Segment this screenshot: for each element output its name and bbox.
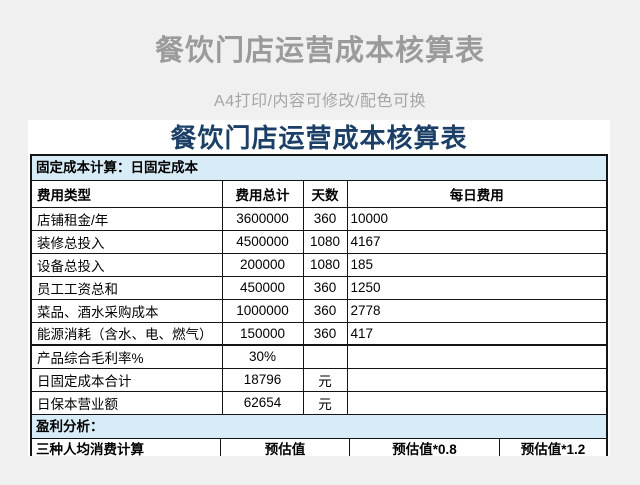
- table-cell: 360: [302, 321, 348, 346]
- table-cell: 1250: [346, 275, 606, 300]
- fixed-cost-grid: 费用类型 费用总计 天数 每日费用 店铺租金/年 3600000 360 10000 装…: [32, 181, 606, 415]
- table-cell: 产品综合毛利率%: [32, 344, 223, 369]
- table-row: 装修总投入 4500000 1080 4167: [32, 229, 606, 254]
- table-cell: [302, 344, 348, 369]
- table-cell: 3600000: [221, 206, 304, 231]
- sheet-panel: 餐饮门店运营成本核算表 固定成本计算：日固定成本 费用类型 费用总计 天数 每日…: [28, 120, 610, 456]
- column-header-total-cost: 费用总计: [221, 181, 304, 208]
- table-cell: 30%: [221, 344, 304, 369]
- table-cell: 10000: [346, 206, 606, 231]
- table-cell: 日保本营业额: [32, 390, 223, 415]
- table-cell: 1000000: [221, 298, 304, 323]
- table-cell: 450000: [221, 275, 304, 300]
- hero-header: 餐饮门店运营成本核算表 A4打印/内容可修改/配色可换: [0, 0, 640, 111]
- section-band-fixed-cost: 固定成本计算：日固定成本: [32, 156, 606, 181]
- section-band-profit: 盈利分析：: [32, 414, 606, 439]
- column-header-daily-cost: 每日费用: [346, 181, 606, 208]
- bottom-header-estimate-high: 预估值*1.2: [520, 441, 586, 457]
- table-cell: 元: [302, 367, 348, 392]
- table-cell: [346, 367, 606, 392]
- table-cell: 员工工资总和: [32, 275, 223, 300]
- column-header-expense-type: 费用类型: [32, 181, 223, 208]
- table-row: 日保本营业额 62654 元: [32, 390, 606, 415]
- table-cell: [346, 390, 606, 415]
- bottom-header-estimate: 预估值: [221, 438, 350, 456]
- table-cell: 设备总投入: [32, 252, 223, 277]
- table-cell: 装修总投入: [32, 229, 223, 254]
- page-subtitle: A4打印/内容可修改/配色可换: [214, 92, 426, 110]
- page-title: 餐饮门店运营成本核算表: [154, 35, 485, 67]
- table-row: 设备总投入 200000 1080 185: [32, 252, 606, 277]
- table-cell: 菜品、酒水采购成本: [32, 298, 223, 323]
- column-header-row: 费用类型 费用总计 天数 每日费用: [32, 181, 606, 208]
- table-cell: 2778: [346, 298, 606, 323]
- table-row: 菜品、酒水采购成本 1000000 360 2778: [32, 298, 606, 323]
- table-cell: 62654: [221, 390, 304, 415]
- table-row: 日固定成本合计 18796 元: [32, 367, 606, 392]
- table-cell: 能源消耗（含水、电、燃气）: [32, 321, 223, 346]
- table-cell: 元: [302, 390, 348, 415]
- table-row: 产品综合毛利率% 30%: [32, 344, 606, 369]
- table-cell: 185: [346, 252, 606, 277]
- table-cell: [346, 344, 606, 369]
- table-cell: 360: [302, 206, 348, 231]
- table-cell: 日固定成本合计: [32, 367, 223, 392]
- bottom-header-per-capita: 三种人均消费计算: [32, 438, 221, 456]
- table-row: 员工工资总和 450000 360 1250: [32, 275, 606, 300]
- table-cell: 150000: [221, 321, 304, 346]
- table-cell: 360: [302, 275, 348, 300]
- table-cell: 1080: [302, 252, 348, 277]
- sheet-title: 餐饮门店运营成本核算表: [170, 123, 468, 153]
- cost-table: 固定成本计算：日固定成本 费用类型 费用总计 天数 每日费用 店铺租金/年 360…: [30, 154, 608, 456]
- table-cell: 360: [302, 298, 348, 323]
- table-cell: 18796: [221, 367, 304, 392]
- table-cell: 417: [346, 321, 606, 346]
- table-cell: 4167: [346, 229, 606, 254]
- per-capita-header-row: 三种人均消费计算 预估值 预估值*0.8 预估值*1.2: [32, 438, 606, 457]
- table-row: 店铺租金/年 3600000 360 10000: [32, 206, 606, 231]
- table-cell: 4500000: [221, 229, 304, 254]
- bottom-header-estimate-low: 预估值*0.8: [350, 438, 500, 456]
- table-cell: 店铺租金/年: [32, 206, 223, 231]
- column-header-days: 天数: [302, 181, 348, 208]
- table-cell: 200000: [221, 252, 304, 277]
- table-cell: 1080: [302, 229, 348, 254]
- table-row: 能源消耗（含水、电、燃气） 150000 360 417: [32, 321, 606, 346]
